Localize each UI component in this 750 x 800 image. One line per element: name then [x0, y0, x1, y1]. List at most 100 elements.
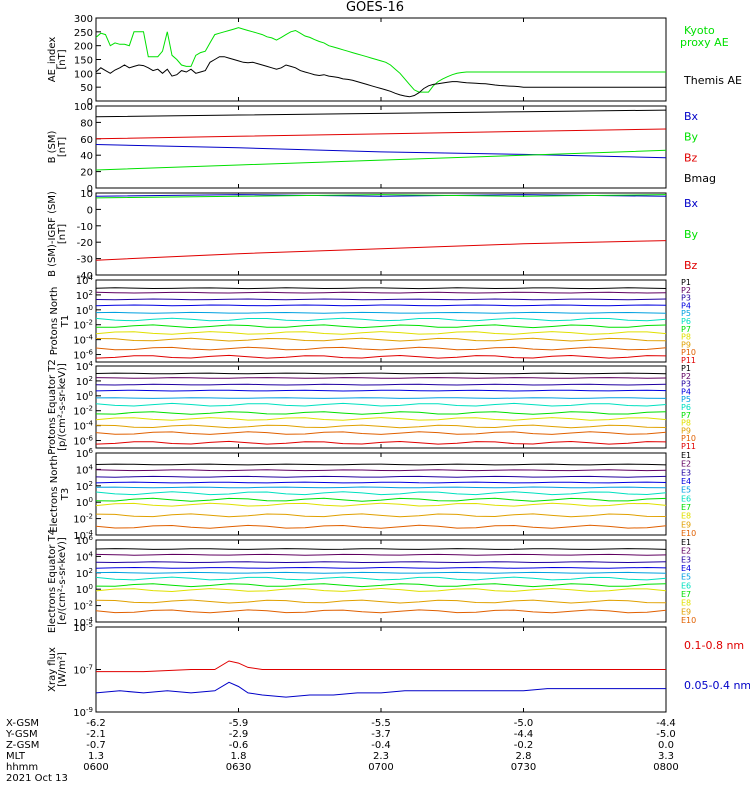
- x-tick-4-row-4: 0800: [653, 762, 678, 773]
- panel-4-channel-4: [95, 397, 667, 399]
- panel-6-channel-8: [95, 599, 667, 604]
- panel-3-legend-2: P3: [681, 294, 691, 303]
- panel-7-ylabel: Xray flux[W/m²]: [47, 647, 68, 692]
- x-tick-3-row-3: 2.8: [516, 751, 532, 762]
- x-row-label-3: MLT: [6, 751, 26, 762]
- panel-2-ytick-2: -20: [77, 238, 93, 249]
- panel-2-series-1: [95, 194, 667, 199]
- panel-4-ytick-1: 102: [76, 375, 93, 388]
- panel-5-frame: [95, 452, 667, 536]
- panel-6-legend-7: E8: [681, 599, 691, 608]
- panel-0-ytick-3: 150: [74, 56, 93, 67]
- panel-6-channel-1: [95, 553, 667, 556]
- panel-3-ytick-0: 104: [76, 274, 94, 287]
- panel-1-legend-2: Bz: [684, 151, 698, 164]
- panel-2-ylabel: B (SM)-IGRF (SM)[nT]: [47, 191, 68, 277]
- panel-5-channel-3: [95, 481, 667, 484]
- panel-3-channel-8: [95, 337, 667, 342]
- panel-7: Xray flux[W/m²] 10-5 10-7 10-9 0.1-0.8 nm 0.0…: [47, 621, 750, 719]
- panel-4-legend-10: P11: [681, 442, 696, 451]
- panel-2-series-2: [95, 240, 667, 261]
- panel-5-channel-8: [95, 513, 667, 518]
- x-row-label-2: Z-GSM: [6, 740, 39, 751]
- panel-4-ytick-0: 104: [76, 360, 94, 373]
- panel-6-channel-2: [95, 561, 667, 564]
- x-tick-0-row-1: -2.1: [86, 729, 106, 740]
- panel-3-channel-10: [95, 354, 667, 359]
- x-tick-2-row-2: -0.4: [371, 740, 391, 751]
- panel-4-legend-5: P6: [681, 403, 691, 412]
- panel-7-legend-1: 0.05-0.4 nm: [684, 679, 750, 692]
- panel-7-ytick-2: 10-9: [73, 706, 93, 719]
- panel-5-legend-6: E7: [681, 503, 691, 512]
- panel-3-channel-3: [95, 304, 667, 307]
- panel-2-ytick-3: -10: [77, 222, 93, 233]
- x-tick-1-row-1: -2.9: [229, 729, 249, 740]
- panel-6-channel-9: [95, 609, 667, 614]
- panel-1-series-3: [95, 109, 667, 118]
- panel-3-ytick-5: 10-6: [73, 349, 93, 362]
- panel-6-ylabel: Electrons Equator T4[e/(cm²-s-sr-keV)]: [47, 529, 68, 633]
- x-tick-0-row-3: 1.3: [88, 751, 104, 762]
- panel-0-ytick-0: 0: [87, 97, 93, 108]
- panel-6-ytick-5: 10-4: [73, 616, 93, 629]
- panel-3-legend-1: P2: [681, 286, 691, 295]
- panel-4-legend-0: P1: [681, 364, 691, 373]
- panel-6-channel-3: [95, 566, 667, 569]
- panel-5-legend-8: E9: [681, 520, 691, 529]
- panel-6-legend-2: E3: [681, 555, 691, 564]
- panel-0: AE_index[nT] 0 50 100 150 200 250 300 Kyotoproxy…: [47, 14, 742, 108]
- panel-2-legend-1: By: [684, 228, 699, 241]
- x-tick-4-row-1: -5.0: [656, 729, 676, 740]
- panel-5-channel-1: [95, 469, 667, 472]
- panel-4-channel-6: [95, 411, 667, 415]
- panel-4-channel-9: [95, 431, 667, 435]
- panel-6-channel-5: [95, 576, 667, 581]
- panel-3-channel-2: [95, 298, 667, 301]
- panel-1-legend-0: Bx: [684, 110, 699, 123]
- panel-4-channel-8: [95, 424, 667, 429]
- panel-5-ytick-2: 102: [76, 480, 93, 493]
- panel-6-legend-4: E5: [681, 573, 691, 582]
- x-tick-3-row-1: -4.4: [514, 729, 534, 740]
- panel-3-legend-10: P11: [681, 356, 696, 365]
- panel-7-ytick-0: 10-5: [73, 621, 93, 634]
- panel-4-legend-1: P2: [681, 372, 691, 381]
- x-tick-2-row-4: 0700: [368, 762, 393, 773]
- panel-7-series-0: [96, 660, 666, 673]
- panel-3-legend-6: P7: [681, 325, 691, 334]
- panel-4-channel-7: [95, 417, 667, 421]
- panel-0-series-1: [95, 56, 666, 98]
- panel-4-ytick-2: 100: [76, 390, 93, 403]
- x-tick-1-row-0: -5.9: [229, 718, 249, 729]
- panel-6-ytick-3: 100: [76, 583, 93, 596]
- panel-4-channel-2: [95, 383, 667, 386]
- panel-2-ytick-0: -40: [77, 271, 93, 282]
- panel-3-channel-0: [95, 287, 667, 290]
- panel-3-legend-3: P4: [681, 301, 691, 310]
- panel-0-legend-1: Themis AE: [683, 74, 742, 87]
- panel-4-ytick-3: 10-2: [73, 405, 93, 418]
- panel-3-ytick-1: 102: [76, 289, 93, 302]
- panel-4-ytick-4: 10-4: [73, 420, 93, 433]
- x-tick-3-row-4: 0730: [511, 762, 536, 773]
- x-tick-3-row-2: -0.2: [514, 740, 534, 751]
- panel-4-ylabel: Protons Equator T2[p/(cm²-s-sr-keV)]: [47, 359, 68, 455]
- panel-3-legend-8: P9: [681, 340, 691, 349]
- panel-6-ytick-1: 104: [76, 550, 94, 563]
- panel-6-ytick-4: 10-2: [73, 600, 93, 613]
- panel-6-ytick-0: 106: [76, 534, 94, 547]
- panel-5-channel-6: [95, 497, 667, 502]
- panel-6-legend-1: E2: [681, 547, 691, 556]
- panel-0-legend-0-b: proxy AE: [680, 36, 729, 49]
- panel-2-legend-2: Bz: [684, 259, 698, 272]
- panel-5-legend-5: E6: [681, 494, 691, 503]
- x-tick-1-row-3: 1.8: [231, 751, 247, 762]
- panel-5-legend-7: E8: [681, 512, 691, 521]
- x-date-label: 2021 Oct 13: [6, 773, 68, 784]
- panel-3-legend-9: P10: [681, 348, 696, 357]
- panel-4-legend-9: P10: [681, 434, 696, 443]
- panel-1: B (SM)[nT] 0 20 40 60 80 100 Bx By Bz Bmag: [47, 102, 716, 195]
- panel-6-legend-0: E1: [681, 538, 691, 547]
